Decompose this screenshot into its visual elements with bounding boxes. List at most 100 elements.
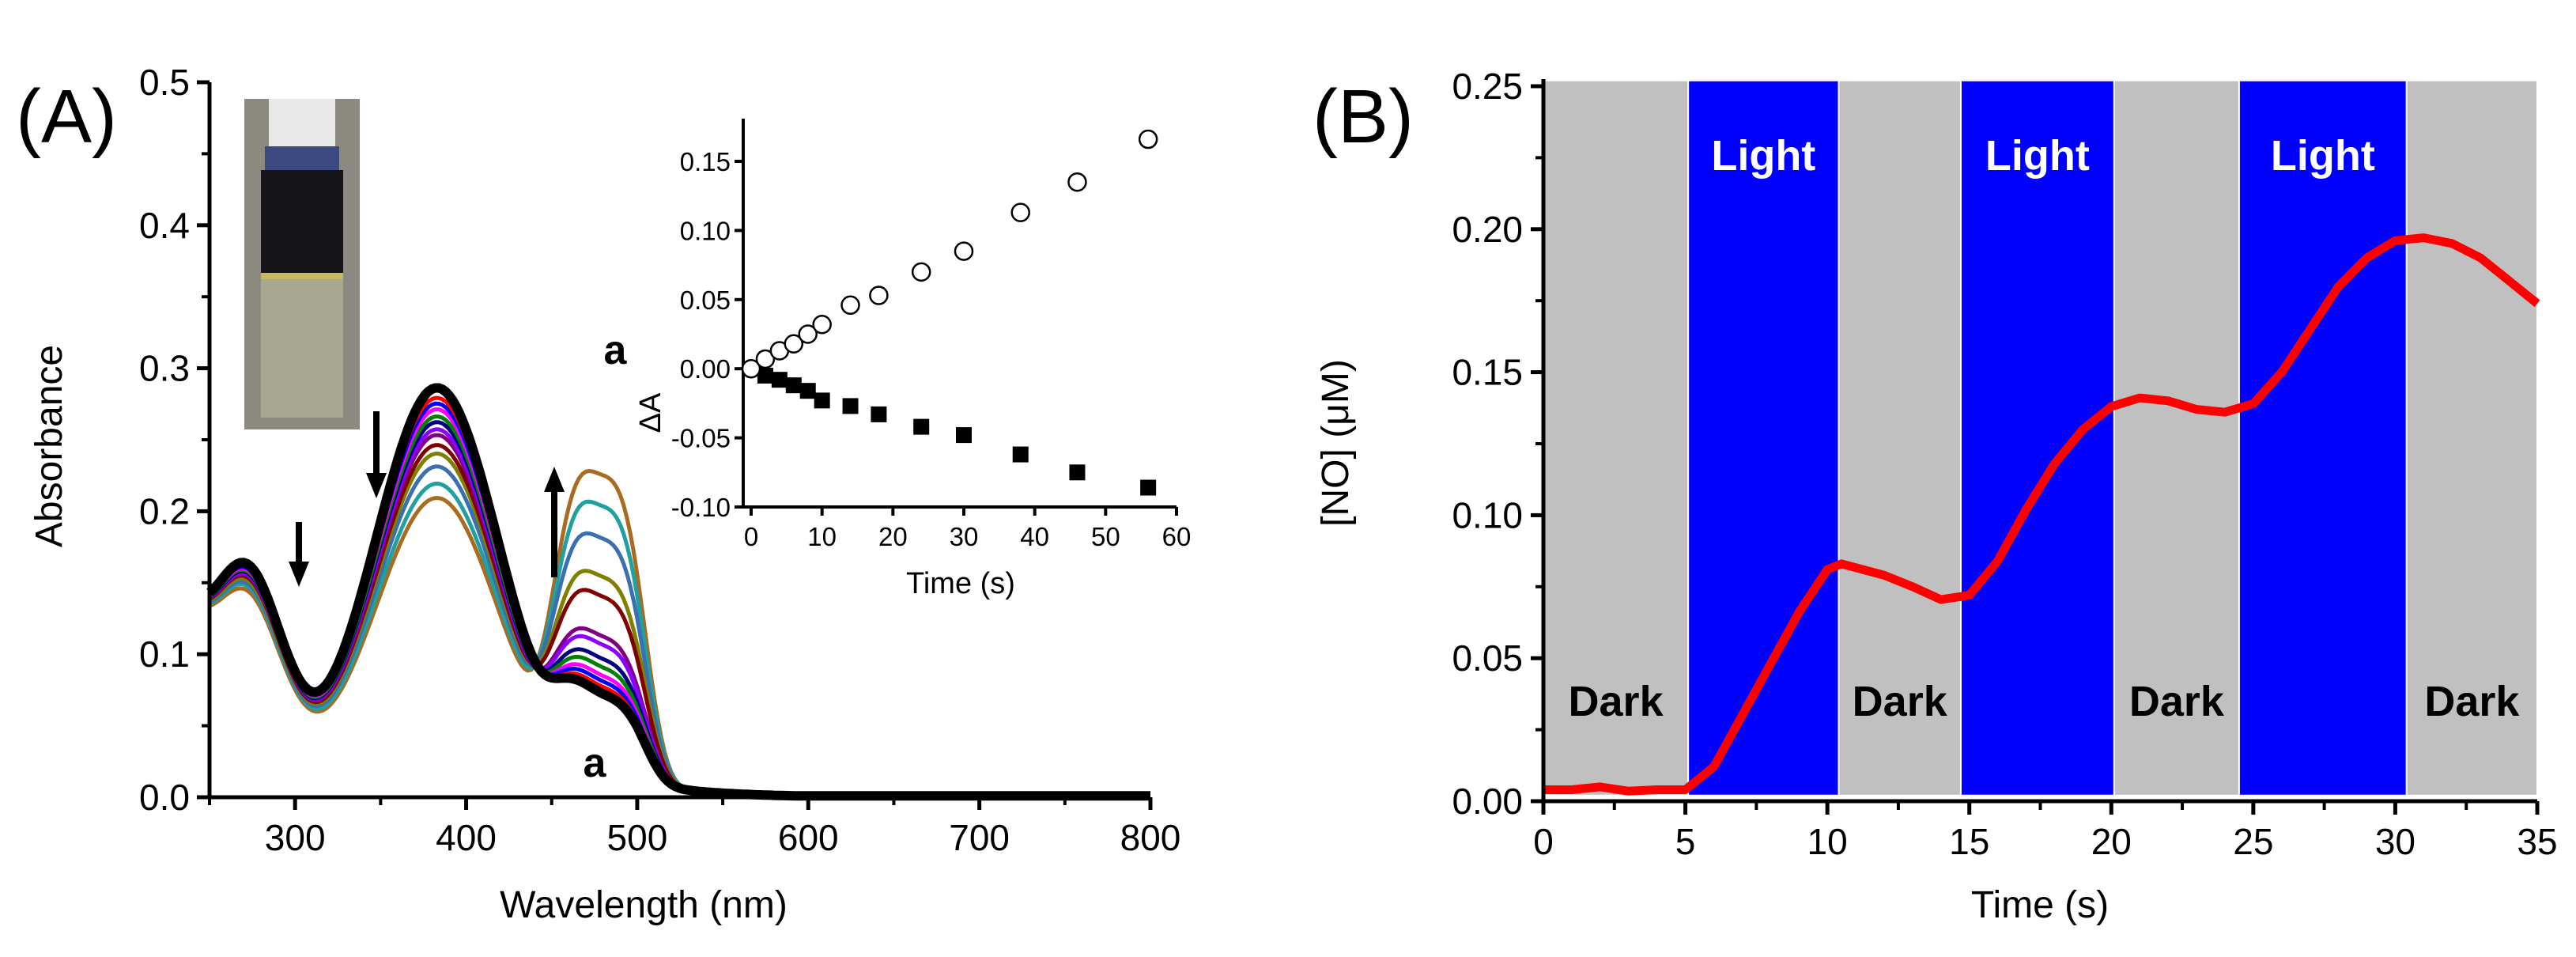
circle-marker: [911, 262, 931, 282]
x-tick-label-b: 25: [2233, 821, 2273, 862]
x-tick-label-b: 15: [1949, 821, 1989, 862]
square-marker: [1140, 479, 1157, 496]
square-marker: [771, 372, 788, 388]
x-tick-label-a: 700: [949, 817, 1010, 858]
circle-marker: [812, 315, 832, 335]
dark-label: Dark: [2424, 678, 2520, 725]
circle-marker: [798, 324, 818, 344]
y-tick-label-b: 0.15: [1452, 352, 1523, 393]
circle-marker: [954, 241, 974, 261]
x-axis-title-b: Time (s): [1971, 884, 2109, 926]
arrowhead-icon: [366, 473, 387, 498]
y-tick-label-a: 0.0: [139, 777, 190, 818]
inset-chart: 0 10 20 30 40 50 60 -0.10 -0.05 0.00 0.05 0.10 0.15: [671, 119, 1191, 551]
inset-y-tick-label: 0.15: [680, 147, 731, 176]
panel-a-label: (A): [16, 74, 117, 159]
spectrum-line: [208, 407, 1150, 798]
square-marker: [1012, 446, 1029, 463]
light-label: Light: [1985, 132, 2090, 180]
inset-y-tick-label: -0.10: [671, 493, 731, 522]
inset-x-tick-label: 20: [878, 522, 908, 551]
y-tick-label-a: 0.4: [139, 205, 190, 246]
square-marker: [956, 427, 972, 444]
inset-y-title: ΔA: [634, 392, 667, 433]
square-marker: [785, 377, 802, 394]
axes-b: 0 5 10 15 20 25 30 35 0.00 0.05 0.10 0.15 0.20 0.25: [1452, 66, 2557, 862]
no-curve: [1543, 233, 2540, 796]
x-axis-title-a: Wavelength (nm): [500, 884, 788, 926]
no-concentration-line: [1543, 233, 2540, 796]
light-band: [2238, 79, 2408, 796]
dark-band: [1838, 79, 1962, 796]
square-marker: [842, 398, 859, 414]
inset-y-tick-label: 0.00: [680, 354, 731, 384]
circle-marker: [1138, 129, 1158, 149]
square-marker: [913, 418, 930, 435]
y-tick-label-a: 0.1: [139, 634, 190, 675]
y-axis-title-b: [NO] (μM): [1315, 359, 1357, 527]
light-dark-bands: Dark Light Dark Light Dark Light Dark: [1543, 79, 2538, 796]
x-tick-label-a: 500: [607, 817, 668, 858]
square-marker: [799, 383, 816, 399]
dark-label: Dark: [1853, 678, 1948, 725]
inset-y-tick-label: 0.05: [680, 286, 731, 315]
inset-x-tick-label: 50: [1091, 522, 1120, 551]
inset-y-tick-label: 0.10: [680, 216, 731, 245]
y-tick-label-b: 0.05: [1452, 637, 1523, 679]
square-marker: [814, 392, 830, 409]
inset-x-tick-label: 0: [744, 522, 758, 551]
square-marker: [871, 406, 887, 422]
circle-marker: [1010, 202, 1030, 222]
curve-label-a-top: a: [604, 327, 628, 373]
x-tick-label-b: 35: [2517, 821, 2557, 862]
inset-x-tick-label: 30: [950, 522, 979, 551]
circle-marker: [840, 295, 860, 316]
x-tick-label-a: 300: [265, 817, 326, 858]
dark-label: Dark: [2129, 678, 2225, 725]
x-tick-label-b: 30: [2375, 821, 2415, 862]
y-tick-label-b: 0.25: [1452, 66, 1523, 107]
circle-marker: [869, 286, 889, 305]
light-band: [1687, 79, 1840, 796]
arrowhead-icon: [544, 467, 565, 492]
arrows: [289, 411, 565, 587]
x-tick-label-a: 400: [436, 817, 497, 858]
panel-a: (A) 300 400 500 600 700 8000.00.10.20.30.40.5…: [16, 62, 1191, 926]
spectrum-line: [208, 414, 1150, 798]
dark-band: [2405, 79, 2538, 796]
dark-label: Dark: [1569, 678, 1664, 725]
circle-marker: [741, 358, 761, 379]
spectrum-line: [208, 420, 1150, 798]
square-marker: [757, 367, 773, 384]
circle-marker: [1067, 172, 1087, 192]
x-tick-label-b: 20: [2091, 821, 2132, 862]
cuvette-photo: [244, 99, 360, 429]
y-tick-label-a: 0.3: [139, 348, 190, 389]
circle-marker: [784, 334, 804, 354]
y-tick-label-a: 0.2: [139, 490, 190, 531]
y-axis-title-a: Absorbance: [28, 345, 70, 547]
arrowhead-icon: [289, 562, 309, 587]
y-tick-label-b: 0.20: [1452, 209, 1523, 250]
x-tick-label-b: 10: [1807, 821, 1848, 862]
y-tick-label-b: 0.00: [1452, 781, 1523, 822]
curve-label-a-bottom: a: [584, 740, 607, 786]
panel-b: (B) Dark Light Dark Light Dark Light Dark 0 5 10…: [1313, 66, 2558, 926]
y-tick-label-a: 0.5: [139, 62, 190, 103]
light-label: Light: [2271, 132, 2375, 180]
inset-x-tick-label: 10: [807, 522, 837, 551]
y-tick-label-b: 0.10: [1452, 494, 1523, 535]
dark-band: [1543, 79, 1690, 796]
inset-y-tick-label: -0.05: [671, 424, 731, 453]
x-tick-label-a: 600: [778, 817, 839, 858]
x-tick-label-a: 800: [1120, 817, 1181, 858]
light-label: Light: [1711, 132, 1815, 180]
panel-b-label: (B): [1313, 74, 1414, 159]
inset-x-title: Time (s): [906, 567, 1015, 600]
x-tick-label-b: 0: [1533, 821, 1554, 862]
x-tick-label-b: 5: [1675, 821, 1696, 862]
inset-x-tick-label: 40: [1020, 522, 1049, 551]
spectrum-line: [208, 427, 1150, 798]
